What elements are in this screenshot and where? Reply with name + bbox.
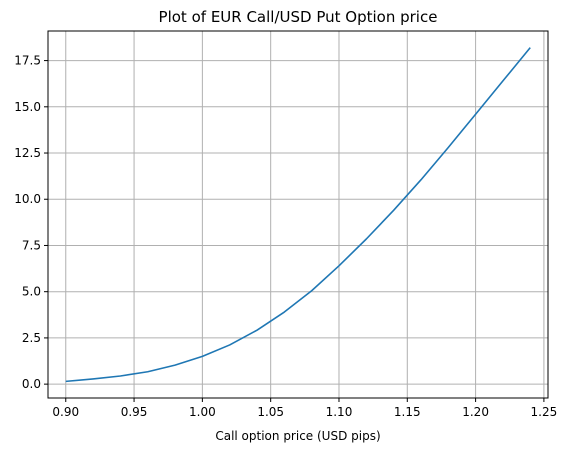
x-axis-label: Call option price (USD pips)	[215, 429, 380, 443]
x-tick-label: 1.00	[189, 405, 216, 419]
series-line	[65, 47, 531, 383]
y-tick-label: 2.5	[22, 331, 41, 345]
x-tick-label: 1.15	[394, 405, 421, 419]
x-tick-label: 0.95	[121, 405, 148, 419]
plot-frame	[47, 30, 549, 399]
series-layer	[65, 47, 531, 383]
y-axis-ticks: 0.0 2.5 5.0 7.5 10.0 12.5 15.0 17.5	[14, 54, 48, 391]
y-tick-label: 15.0	[14, 100, 41, 114]
y-tick-label: 12.5	[14, 146, 41, 160]
y-tick-label: 7.5	[22, 238, 41, 252]
y-tick-label: 5.0	[22, 285, 41, 299]
y-tick-label: 0.0	[22, 377, 41, 391]
x-tick-label: 1.20	[462, 405, 489, 419]
x-tick-label: 0.90	[52, 405, 79, 419]
y-tick-label: 17.5	[14, 54, 41, 68]
y-tick-label: 10.0	[14, 192, 41, 206]
x-tick-label: 1.10	[326, 405, 353, 419]
x-axis-ticks: 0.90 0.95 1.00 1.05 1.10 1.15 1.20 1.25	[52, 398, 557, 419]
chart-title: Plot of EUR Call/USD Put Option price	[159, 8, 438, 26]
grid	[48, 31, 548, 398]
x-tick-label: 1.25	[531, 405, 558, 419]
x-tick-label: 1.05	[257, 405, 284, 419]
